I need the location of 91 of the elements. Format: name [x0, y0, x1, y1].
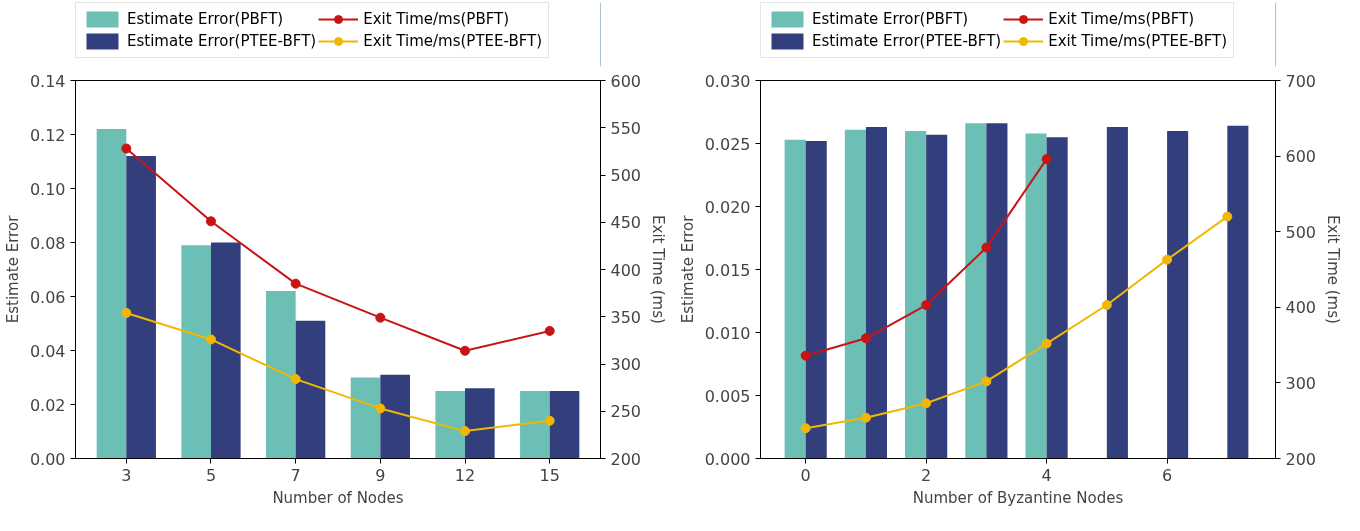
y-tick-label: 0.00 [29, 449, 66, 469]
point [1041, 338, 1052, 349]
bar [435, 391, 466, 459]
y-tick-label: 0.015 [704, 260, 751, 280]
bar [181, 245, 211, 459]
y-tick-label: 0.02 [29, 395, 66, 415]
x-tick-label: 15 [539, 465, 560, 485]
point [205, 216, 216, 227]
legend-label: Exit Time/ms(PTEE-BFT) [363, 32, 543, 50]
bar [210, 242, 241, 459]
y2-tick-label: 450 [610, 213, 642, 233]
y2-tick-label: 350 [610, 307, 642, 327]
legend-label: Exit Time/ms(PTEE-BFT) [1048, 32, 1228, 50]
legend-label: Exit Time/ms(PBFT) [1048, 10, 1195, 28]
point [921, 300, 932, 311]
point [290, 374, 301, 385]
y-tick-label: 0.020 [704, 197, 751, 217]
point [121, 307, 132, 318]
point [375, 403, 386, 414]
bar [549, 391, 580, 459]
bar [350, 377, 381, 459]
point [1162, 254, 1173, 265]
y2-axis-title: Exit Time (ms) [649, 215, 668, 324]
point [544, 325, 555, 336]
x-axis-title: Number of Byzantine Nodes [912, 488, 1124, 507]
point [121, 143, 132, 154]
y-tick-label: 0.10 [29, 179, 66, 199]
y2-tick-label: 400 [610, 260, 642, 280]
point [544, 415, 555, 426]
point [1101, 300, 1112, 311]
point [860, 412, 871, 423]
y-axis-title: Estimate Error [3, 214, 22, 324]
y2-tick-label: 300 [610, 355, 642, 374]
x-tick-label: 2 [921, 465, 932, 485]
x-tick-label: 0 [800, 465, 811, 485]
legend-label: Estimate Error(PTEE-BFT) [812, 32, 1002, 50]
point [981, 242, 992, 253]
point [860, 333, 871, 344]
y-tick-label: 0.14 [29, 71, 66, 91]
legend-label: Estimate Error(PBFT) [812, 10, 969, 28]
bar [380, 374, 410, 459]
y2-tick-label: 400 [1285, 298, 1317, 318]
bar [520, 391, 550, 459]
y2-axis-title: Exit Time (ms) [1324, 215, 1343, 324]
x-tick-label: 5 [205, 465, 217, 485]
point [1222, 211, 1233, 222]
y-tick-label: 0.04 [29, 341, 66, 361]
y2-tick-label: 500 [1285, 222, 1317, 242]
y2-tick-label: 600 [610, 71, 642, 91]
y-axis-title: Estimate Error [678, 214, 697, 324]
point [921, 398, 932, 409]
point [205, 334, 216, 345]
point [290, 278, 301, 289]
point [460, 426, 471, 437]
y2-tick-label: 700 [1285, 71, 1317, 91]
point [1041, 154, 1052, 165]
y-tick-label: 0.030 [704, 71, 751, 91]
y2-tick-label: 600 [1285, 147, 1317, 167]
bar [266, 291, 296, 459]
bar [126, 156, 156, 459]
y2-tick-label: 200 [610, 449, 642, 469]
x-tick-label: 12 [454, 465, 476, 485]
y-tick-label: 0.005 [704, 386, 751, 406]
x-tick-label: 7 [290, 465, 301, 485]
point [981, 376, 992, 387]
y2-tick-label: 200 [1285, 449, 1317, 469]
y2-tick-label: 300 [1285, 373, 1317, 393]
y-tick-label: 0.06 [29, 287, 66, 307]
y2-tick-label: 250 [610, 402, 642, 422]
y-tick-label: 0.08 [29, 233, 66, 253]
x-tick-label: 6 [1161, 465, 1173, 485]
bar [465, 388, 495, 459]
x-axis-title: Number of Nodes [272, 488, 404, 507]
legend-label: Estimate Error(PBFT) [127, 10, 284, 28]
y-tick-label: 0.025 [704, 134, 751, 154]
point [800, 350, 811, 361]
point [460, 345, 471, 356]
legend-label: Exit Time/ms(PBFT) [363, 10, 510, 28]
point [375, 312, 386, 323]
legend-label: Estimate Error(PTEE-BFT) [127, 32, 317, 50]
y-tick-label: 0.010 [704, 323, 751, 343]
y-tick-label: 0.12 [29, 125, 66, 145]
bar [295, 320, 326, 459]
x-tick-label: 9 [375, 465, 386, 485]
x-tick-label: 4 [1041, 465, 1052, 485]
point [800, 423, 811, 434]
x-tick-label: 3 [121, 465, 132, 485]
y-tick-label: 0.000 [704, 449, 751, 469]
bar [96, 129, 127, 459]
y2-tick-label: 550 [610, 118, 642, 138]
y2-tick-label: 500 [610, 166, 642, 185]
